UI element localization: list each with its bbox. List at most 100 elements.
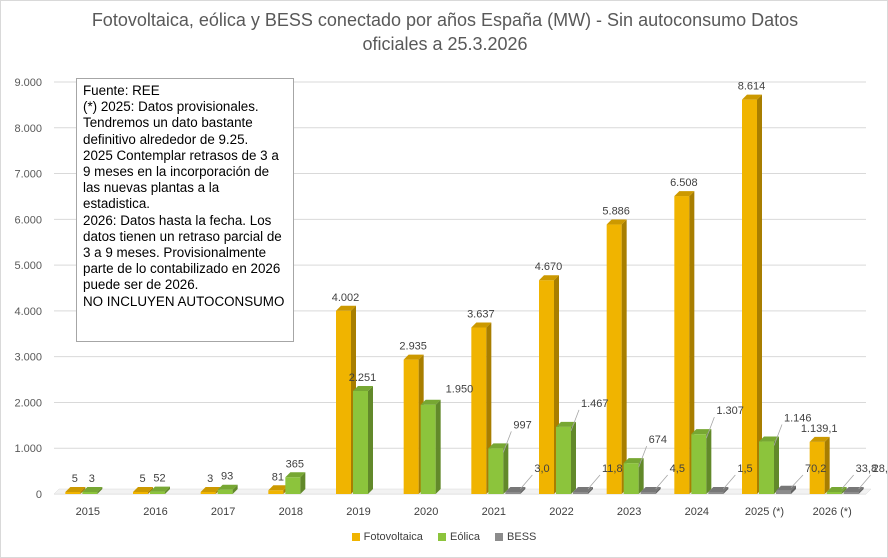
x-tick-label: 2026 (*) [813, 506, 852, 518]
bar-fotovoltaica [200, 492, 216, 494]
label-leader-line [790, 474, 804, 489]
legend-item-bess: BESS [495, 531, 536, 543]
bar-side [824, 436, 830, 494]
x-tick-label: 2025 (*) [745, 506, 784, 518]
chart-title: Fotovoltaica, eólica y BESS conectado po… [91, 10, 799, 54]
bar-top [471, 322, 492, 328]
source-note-box: Fuente: REE (*) 2025: Datos provisionale… [76, 78, 294, 342]
bar-top [150, 486, 170, 492]
bar-fotovoltaica [133, 492, 148, 494]
label-leader-line [570, 409, 580, 431]
bar-eólica [420, 404, 436, 494]
data-label: 1.146 [784, 413, 812, 425]
bar-eólica [285, 477, 301, 494]
bar-side [706, 429, 712, 494]
bar-top [420, 399, 441, 405]
bar-side [621, 219, 627, 494]
data-label: 4.670 [535, 261, 563, 273]
bar-fotovoltaica [809, 441, 825, 494]
bar-top [353, 385, 373, 391]
x-tick-label: 2015 [76, 506, 100, 518]
bar-bess [843, 492, 859, 494]
data-label: 1.950 [446, 384, 474, 396]
data-label: 70,2 [805, 463, 826, 475]
bar-side [858, 487, 864, 494]
data-label: 81 [272, 471, 284, 483]
data-label: 5.886 [602, 206, 630, 218]
data-label: 5 [139, 473, 145, 485]
data-label: 674 [649, 434, 667, 446]
label-leader-line [655, 474, 668, 490]
bar-side [165, 486, 170, 494]
x-tick-label: 2024 [685, 506, 709, 518]
bar-top [573, 487, 593, 492]
bar-top [606, 219, 627, 225]
bar-eólica [691, 434, 707, 494]
bar-side [148, 487, 153, 494]
legend-item-eolica: Eólica [437, 531, 480, 543]
data-label: 33,8 [856, 463, 877, 475]
bar-top [403, 354, 424, 360]
x-tick-label: 2016 [143, 506, 167, 518]
bar-side [435, 399, 441, 494]
data-label: 1,5 [737, 463, 752, 475]
bar-fotovoltaica [403, 359, 419, 494]
bar-top [539, 275, 559, 281]
bar-top [623, 458, 644, 464]
y-tick-label: 8.000 [14, 123, 42, 135]
bar-fotovoltaica [606, 224, 622, 494]
bar-top [65, 487, 86, 492]
bar-side [841, 487, 847, 494]
bar-fotovoltaica [742, 99, 757, 494]
bar-eólica [623, 463, 639, 494]
bar-top [82, 487, 103, 492]
chart-legend: Fotovoltaica Eólica BESS [0, 531, 888, 543]
bar-fotovoltaica [539, 280, 554, 494]
note-line-2025-delays: 2025 Contemplar retrasos de 3 a 9 meses … [83, 147, 279, 212]
data-label: 365 [286, 458, 304, 470]
bar-top [708, 487, 729, 492]
bar-eólica [488, 448, 504, 494]
bar-fotovoltaica [336, 310, 351, 494]
bar-top [268, 485, 289, 491]
note-line-source: Fuente: REE [83, 83, 160, 98]
bar-bess [708, 492, 724, 494]
bar-top [488, 443, 509, 449]
data-label: 6.508 [670, 177, 698, 189]
data-label: 3 [207, 473, 213, 485]
bar-top [133, 487, 153, 492]
legend-item-fotovoltaica: Fotovoltaica [351, 531, 423, 543]
x-tick-label: 2021 [482, 506, 506, 518]
bar-top [336, 305, 356, 311]
bar-fotovoltaica [674, 196, 690, 494]
bar-side [503, 443, 509, 494]
bar-fotovoltaica [268, 490, 284, 494]
y-tick-label: 2.000 [14, 397, 42, 409]
bar-eólica [556, 426, 571, 494]
data-label: 93 [221, 471, 233, 483]
bar-top [742, 94, 762, 100]
label-leader-line [638, 446, 648, 468]
note-line-no-selfconsumption: NO INCLUYEN AUTOCONSUMO [83, 293, 285, 309]
bar-top [691, 429, 712, 435]
note-line-2026: 2026: Datos hasta la fecha. Los datos ti… [83, 212, 282, 293]
bar-top [674, 191, 695, 197]
bar-top [826, 487, 847, 492]
bar-side [757, 94, 762, 494]
bar-side [300, 472, 306, 494]
y-tick-label: 9.000 [14, 77, 42, 89]
label-leader-line [841, 474, 854, 490]
y-tick-label: 0 [36, 489, 42, 501]
bar-side [723, 487, 729, 494]
data-label: 28,7 [873, 463, 888, 475]
x-tick-label: 2019 [346, 506, 370, 518]
x-tick-label: 2017 [211, 506, 235, 518]
label-leader-line [587, 474, 601, 490]
label-leader-line [858, 474, 871, 490]
bar-side [638, 458, 644, 494]
x-tick-label: 2018 [279, 506, 303, 518]
legend-swatch-bess [495, 533, 504, 542]
label-leader-line [705, 417, 715, 439]
bar-top [200, 487, 221, 492]
